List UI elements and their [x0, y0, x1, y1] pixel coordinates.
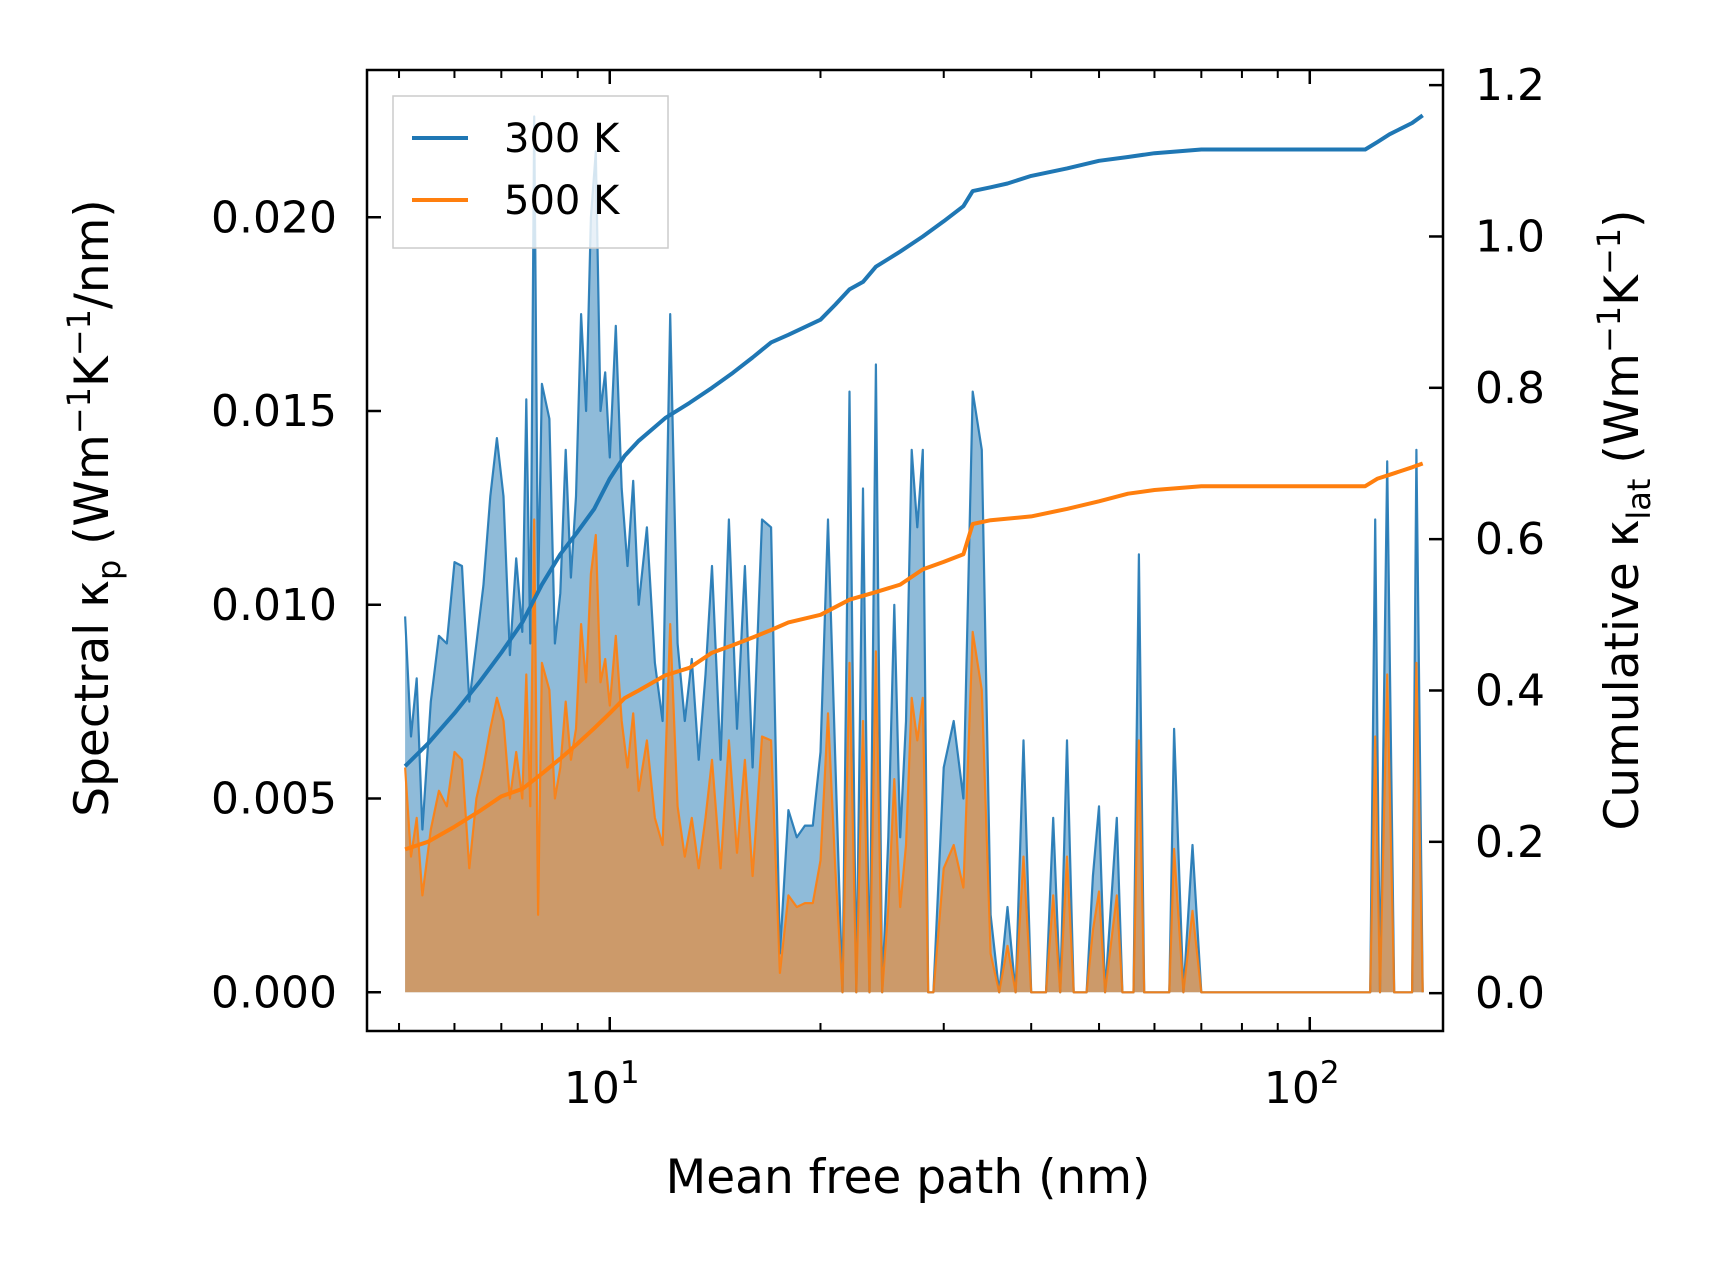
left-tick-label: 0.020	[211, 192, 337, 243]
x-tick-label-base: 10	[1264, 1063, 1320, 1114]
left-axis-title: Spectral κp (Wm−1K−1/nm)	[60, 199, 128, 816]
left-axis-title-unit-post: /nm)	[65, 199, 120, 309]
legend-label-300k: 300 K	[504, 116, 621, 162]
spectral-fill-500k	[405, 519, 1423, 993]
right-axis-title-unit-post: )	[1595, 209, 1650, 227]
left-axis-title-sup1: −1	[60, 387, 98, 434]
left-tick-label: 0.000	[211, 967, 337, 1018]
left-axis-title-sup2: −1	[60, 309, 98, 356]
right-axis-title-unit-pre: (Wm	[1595, 353, 1650, 479]
right-axis-title-unit-mid: K	[1595, 274, 1650, 306]
right-axis-title-sup1: −1	[1590, 306, 1628, 353]
right-axis-title-sub: lat	[1620, 479, 1658, 520]
legend-label-500k: 500 K	[504, 178, 621, 224]
plot-frame	[365, 68, 1445, 1033]
cumulative-line-500k	[404, 461, 1424, 852]
x-tick-label: 102	[1264, 1055, 1340, 1114]
cumulative-line-300k	[403, 113, 1424, 768]
x-tick-label-base: 10	[564, 1063, 620, 1114]
left-axis-title-unit-pre: (Wm	[65, 434, 120, 560]
tick-labels: 0.000 0.005 0.010 0.015 0.020 0.0 0.2 0.4 0.6 0.8…	[211, 60, 1545, 1114]
right-tick-label: 1.2	[1475, 60, 1545, 111]
right-tick-label: 0.0	[1475, 968, 1545, 1019]
spectral-line-500k	[404, 518, 1424, 994]
right-axis-title: Cumulative κlat (Wm−1K−1)	[1590, 209, 1658, 830]
right-tick-label: 0.4	[1475, 665, 1545, 716]
axis-ticks	[367, 70, 1443, 1031]
x-axis-title: Mean free path (nm)	[666, 1150, 1151, 1205]
legend: 300 K 500 K	[392, 95, 669, 249]
plot-border	[365, 68, 1445, 1033]
spectral-fills	[405, 116, 1423, 993]
right-tick-label: 1.0	[1475, 211, 1545, 262]
left-axis-title-unit-mid: K	[65, 355, 120, 387]
x-tick-label-exponent: 1	[620, 1055, 640, 1091]
right-axis-title-main: Cumulative κ	[1595, 520, 1650, 831]
right-tick-label: 0.8	[1475, 363, 1545, 414]
spectral-fill-300k	[405, 116, 1423, 993]
cumulative-lines	[403, 113, 1424, 852]
x-tick-label: 101	[564, 1055, 640, 1114]
right-tick-label: 0.6	[1475, 514, 1545, 565]
right-axis-title-sup2: −1	[1590, 228, 1628, 275]
legend-box	[392, 95, 669, 249]
left-tick-label: 0.010	[211, 580, 337, 631]
left-tick-label: 0.005	[211, 774, 337, 825]
left-axis-title-sub: p	[90, 560, 128, 580]
right-tick-label: 0.2	[1475, 817, 1545, 868]
left-tick-label: 0.015	[211, 386, 337, 437]
left-axis-title-main: Spectral κ	[65, 580, 120, 817]
x-tick-label-exponent: 2	[1320, 1055, 1340, 1091]
